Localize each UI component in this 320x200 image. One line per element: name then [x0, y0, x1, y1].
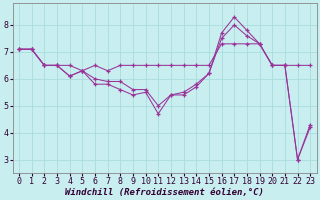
X-axis label: Windchill (Refroidissement éolien,°C): Windchill (Refroidissement éolien,°C)	[65, 188, 264, 197]
